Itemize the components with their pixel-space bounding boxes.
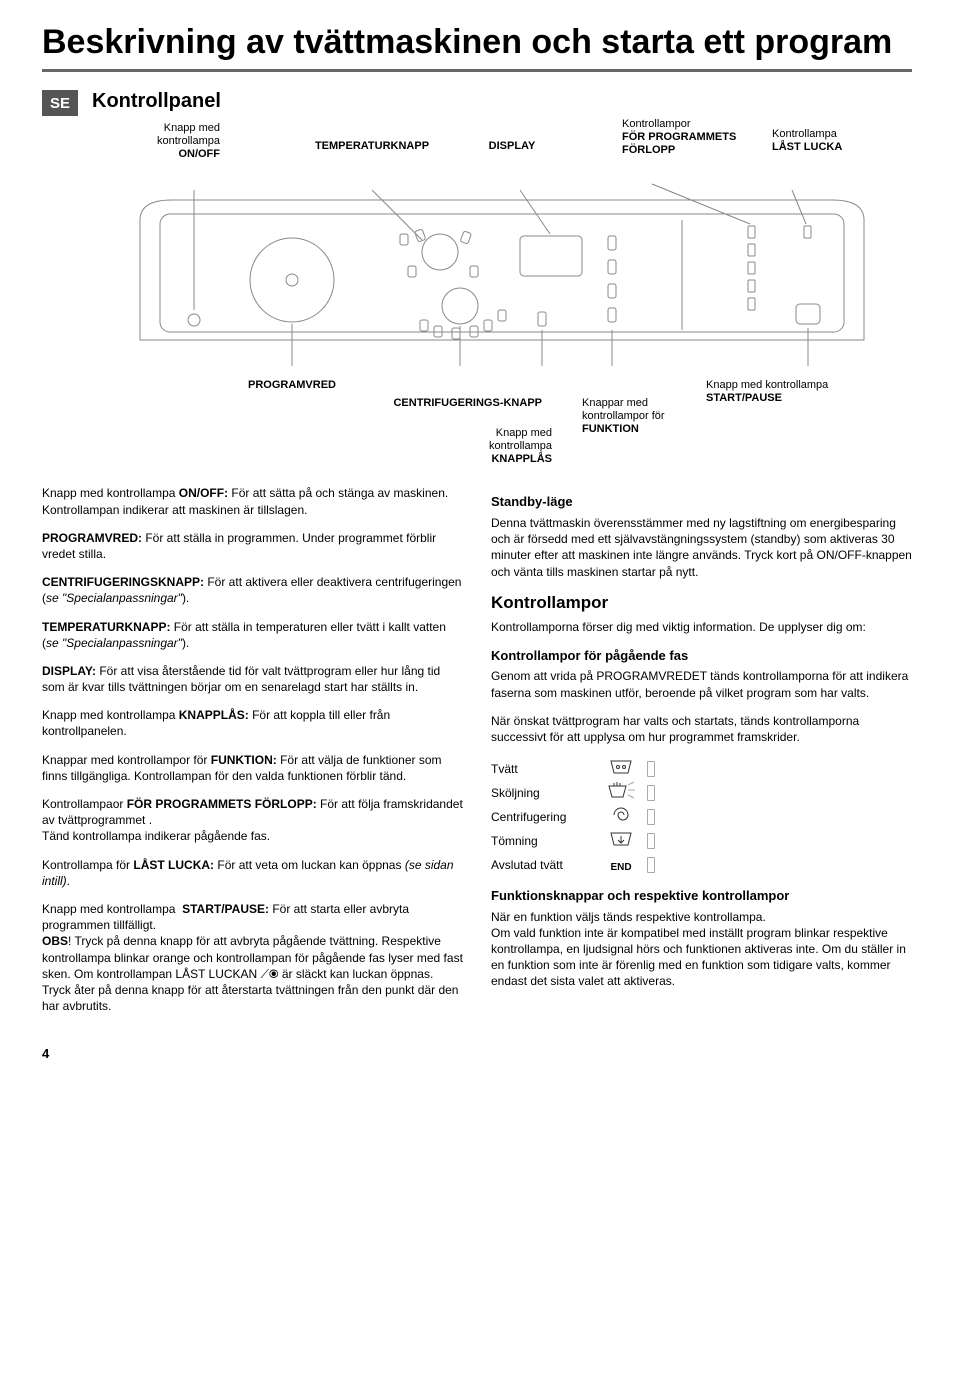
page-title: Beskrivning av tvättmaskinen och starta … <box>42 24 912 61</box>
phase-body2: När önskat tvättprogram har valts och st… <box>491 713 912 745</box>
panel-heading: Kontrollpanel <box>92 90 221 113</box>
phase-row-2: Centrifugering <box>491 805 912 829</box>
phase-led-icon <box>647 809 655 825</box>
left-column: Knapp med kontrollampa ON/OFF: För att s… <box>42 485 463 1026</box>
phase-icon <box>601 805 641 830</box>
startpause-l1: Knapp med kontrollampa <box>706 379 828 391</box>
funktion-l1: Knappar med <box>582 397 648 409</box>
left-para-4: DISPLAY: För att visa återstående tid fö… <box>42 663 463 695</box>
kontrollampor-head: Kontrollampor <box>491 592 912 615</box>
left-para-9: Knapp med kontrollampa START/PAUSE: För … <box>42 901 463 1014</box>
progress-label-bold: FÖR PROGRAMMETS FÖRLOPP <box>622 131 736 156</box>
phase-label: Tömning <box>491 833 601 849</box>
phase-row-4: Avslutad tvättEND <box>491 853 912 877</box>
standby-body: Denna tvättmaskin överensstämmer med ny … <box>491 515 912 580</box>
phase-row-3: Tömning <box>491 829 912 853</box>
kontrollampor-body: Kontrollamporna förser dig med viktig in… <box>491 619 912 635</box>
phase-label: Avslutad tvätt <box>491 857 601 873</box>
phase-head: Kontrollampor för pågående fas <box>491 647 912 665</box>
phase-row-0: Tvätt <box>491 757 912 781</box>
temp-label: TEMPERATURKNAPP <box>315 140 429 152</box>
left-para-3: TEMPERATURKNAPP: För att ställa in tempe… <box>42 619 463 651</box>
phase-label: Centrifugering <box>491 809 601 825</box>
onoff-label-1: Knapp med <box>164 122 220 134</box>
funktion-l2: kontrollampor för <box>582 410 665 422</box>
funktion-bold: FUNKTION <box>582 423 639 435</box>
progress-label-1: Kontrollampor <box>622 118 690 130</box>
phase-icon <box>601 830 641 853</box>
control-panel-diagram <box>132 180 912 375</box>
lock-label-1: Kontrollampa <box>772 128 837 140</box>
startpause-bold: START/PAUSE <box>706 392 782 404</box>
funk-body: När en funktion väljs tänds respektive k… <box>491 909 912 990</box>
left-para-1: PROGRAMVRED: För att ställa in programme… <box>42 530 463 562</box>
onoff-label-bold: ON/OFF <box>178 148 220 160</box>
divider <box>42 69 912 72</box>
left-para-6: Knappar med kontrollampor för FUNKTION: … <box>42 752 463 784</box>
centrifug-label: CENTRIFUGERINGS-KNAPP <box>393 397 542 409</box>
left-para-5: Knapp med kontrollampa KNAPPLÅS: För att… <box>42 707 463 739</box>
knapplas-l1: Knapp med <box>496 427 552 439</box>
left-para-7: Kontrollampaor FÖR PROGRAMMETS FÖRLOPP: … <box>42 796 463 845</box>
phase-label: Sköljning <box>491 785 601 801</box>
phase-table: Tvätt Sköljning Centrifugering Tömning Avslu… <box>491 757 912 877</box>
panel-bottom-labels: PROGRAMVRED CENTRIFUGERINGS-KNAPP Knapp … <box>132 379 912 469</box>
phase-led-icon <box>647 785 655 801</box>
phase-led-icon <box>647 857 655 873</box>
phase-led-icon <box>647 761 655 777</box>
funk-head: Funktionsknappar och respektive kontroll… <box>491 887 912 905</box>
page-number: 4 <box>42 1046 912 1061</box>
left-para-0: Knapp med kontrollampa ON/OFF: För att s… <box>42 485 463 517</box>
left-para-2: CENTRIFUGERINGSKNAPP: För att aktivera e… <box>42 574 463 606</box>
standby-head: Standby-läge <box>491 493 912 511</box>
phase-icon <box>601 781 641 806</box>
left-para-8: Kontrollampa för LÅST LUCKA: För att vet… <box>42 857 463 889</box>
phase-row-1: Sköljning <box>491 781 912 805</box>
phase-icon <box>601 758 641 781</box>
programvred-label: PROGRAMVRED <box>248 379 336 391</box>
display-label: DISPLAY <box>489 140 536 152</box>
onoff-label-2: kontrollampa <box>157 135 220 147</box>
knapplas-l2: kontrollampa <box>489 440 552 452</box>
lock-label-bold: LÅST LUCKA <box>772 141 842 153</box>
panel-top-labels: Knapp med kontrollampa ON/OFF TEMPERATUR… <box>132 122 912 176</box>
phase-label: Tvätt <box>491 761 601 777</box>
phase-icon: END <box>601 856 641 875</box>
phase-led-icon <box>647 833 655 849</box>
phase-body: Genom att vrida på PROGRAMVREDET tänds k… <box>491 668 912 700</box>
lang-badge: SE <box>42 90 78 116</box>
right-column: Standby-läge Denna tvättmaskin överensst… <box>491 485 912 1026</box>
knapplas-bold: KNAPPLÅS <box>491 453 552 465</box>
